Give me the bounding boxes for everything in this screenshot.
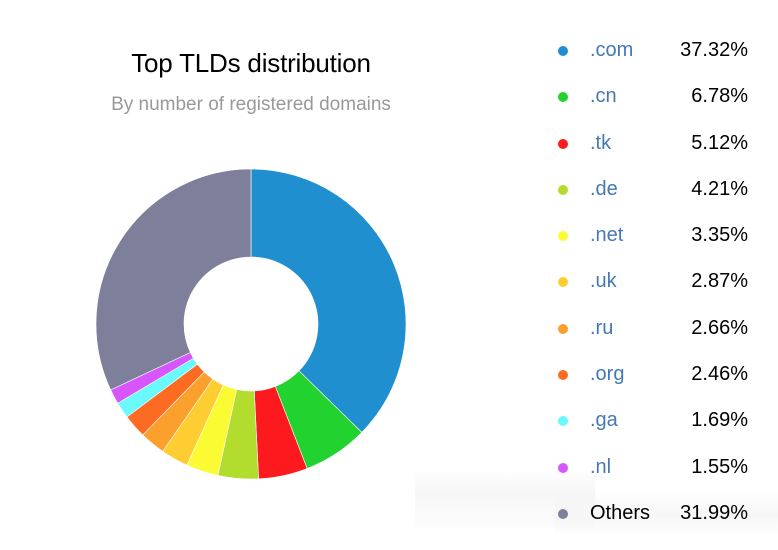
legend-dot-icon	[558, 277, 568, 288]
legend-value: 37.32%	[680, 39, 748, 61]
legend-value: 4.21%	[691, 177, 748, 200]
legend-dot-icon	[558, 46, 568, 56]
legend-label: .ga	[590, 409, 618, 432]
legend-item-org[interactable]: .org 2.46%	[552, 356, 762, 402]
legend-label: .de	[590, 177, 618, 200]
legend-item-tk[interactable]: .tk 5.12%	[552, 125, 762, 171]
legend-label: .nl	[590, 455, 612, 478]
legend-label: .org	[590, 363, 625, 386]
legend-label: Others	[590, 501, 651, 524]
chart-title: Top TLDs distribution	[131, 48, 371, 78]
legend-dot-icon	[558, 231, 568, 242]
legend-label: .cn	[590, 85, 617, 108]
legend-value: 2.66%	[691, 316, 748, 339]
legend-value: 1.55%	[691, 455, 748, 478]
legend-dot-icon	[558, 138, 568, 149]
chart-subtitle: By number of registered domains	[111, 94, 391, 115]
donut-slice-others[interactable]	[95, 168, 252, 391]
donut-slice-com[interactable]	[250, 168, 407, 433]
legend-dot-icon	[558, 508, 568, 519]
legend-dot-icon	[558, 370, 568, 381]
legend-item-others[interactable]: Others 31.99%	[552, 495, 762, 541]
legend-item-com[interactable]: .com 37.32%	[552, 32, 762, 78]
legend-label: .uk	[590, 270, 617, 293]
legend-item-nl[interactable]: .nl 1.55%	[552, 449, 762, 495]
legend-item-net[interactable]: .net 3.35%	[552, 217, 762, 263]
legend-item-de[interactable]: .de 4.21%	[552, 171, 762, 217]
legend-item-uk[interactable]: .uk 2.87%	[552, 263, 762, 309]
chart-legend: .com 37.32% .cn 6.78% .tk 5.12% .de 4.21…	[552, 32, 762, 541]
legend-label: .com	[590, 39, 634, 61]
legend-label: .tk	[590, 131, 612, 154]
legend-value: 2.87%	[691, 270, 748, 293]
legend-value: 2.46%	[691, 363, 748, 386]
legend-item-ga[interactable]: .ga 1.69%	[552, 402, 762, 448]
legend-item-ru[interactable]: .ru 2.66%	[552, 310, 762, 356]
legend-value: 6.78%	[691, 85, 748, 108]
legend-dot-icon	[558, 416, 568, 427]
legend-dot-icon	[558, 184, 568, 195]
legend-label: .ru	[590, 316, 614, 339]
legend-dot-icon	[558, 92, 568, 103]
legend-value: 31.99%	[680, 501, 748, 524]
legend-value: 3.35%	[691, 224, 748, 247]
legend-value: 5.12%	[691, 131, 748, 154]
legend-dot-icon	[558, 323, 568, 334]
legend-item-cn[interactable]: .cn 6.78%	[552, 78, 762, 124]
legend-dot-icon	[558, 462, 568, 473]
legend-label: .net	[590, 224, 624, 247]
legend-value: 1.69%	[691, 409, 748, 432]
